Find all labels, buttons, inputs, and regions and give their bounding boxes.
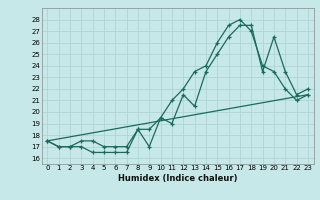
X-axis label: Humidex (Indice chaleur): Humidex (Indice chaleur)	[118, 174, 237, 183]
